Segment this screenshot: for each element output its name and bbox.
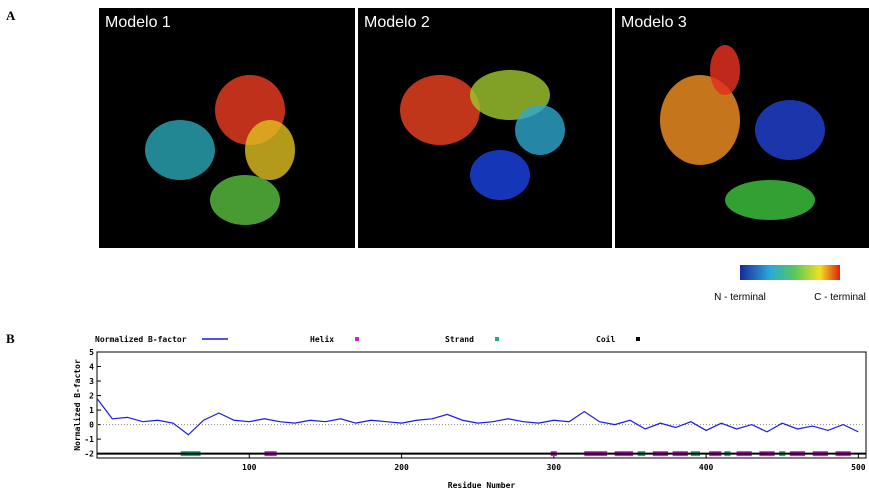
model-title: Modelo 2	[364, 14, 430, 31]
model-title: Modelo 1	[105, 14, 171, 31]
y-tick-label: 4	[89, 363, 94, 372]
y-tick-label: 1	[89, 406, 94, 415]
x-tick-label: 500	[851, 463, 866, 472]
model-title: Modelo 3	[621, 14, 687, 31]
x-tick-label: 200	[394, 463, 409, 472]
x-tick-label: 400	[699, 463, 714, 472]
y-tick-label: 3	[89, 377, 94, 386]
x-tick-label: 100	[242, 463, 257, 472]
x-tick-label: 300	[547, 463, 562, 472]
colorbar	[740, 265, 840, 280]
legend-label: Normalized B-factor	[95, 334, 187, 344]
legend-label: Strand	[445, 335, 474, 344]
model-images	[99, 8, 869, 248]
legend-swatch	[355, 337, 359, 341]
y-tick-label: 5	[89, 348, 94, 357]
b-factor-line	[96, 398, 859, 436]
y-tick-label: -1	[84, 435, 94, 444]
plot-frame	[96, 351, 867, 459]
y-tick-label: 0	[89, 421, 94, 430]
model-image	[358, 8, 612, 248]
panel-label: A	[6, 8, 16, 23]
y-tick-label: -2	[84, 450, 94, 459]
colorbar-label: C - terminal	[814, 292, 866, 303]
y-axis-label: Normalized B-factor	[72, 359, 82, 451]
legend-swatch	[495, 337, 499, 341]
chart: -2 -1 0 1 2 3 4 5 100 200 300 400 500 Residue Number N…	[72, 334, 867, 490]
x-axis-label: Residue Number	[448, 480, 516, 490]
legend-label: Helix	[310, 334, 334, 344]
y-tick-label: 2	[89, 392, 94, 401]
legend-swatch	[636, 337, 640, 341]
legend-label: Coil	[596, 334, 615, 344]
colorbar-label: N - terminal	[714, 292, 766, 303]
panel-label: B	[6, 331, 15, 346]
